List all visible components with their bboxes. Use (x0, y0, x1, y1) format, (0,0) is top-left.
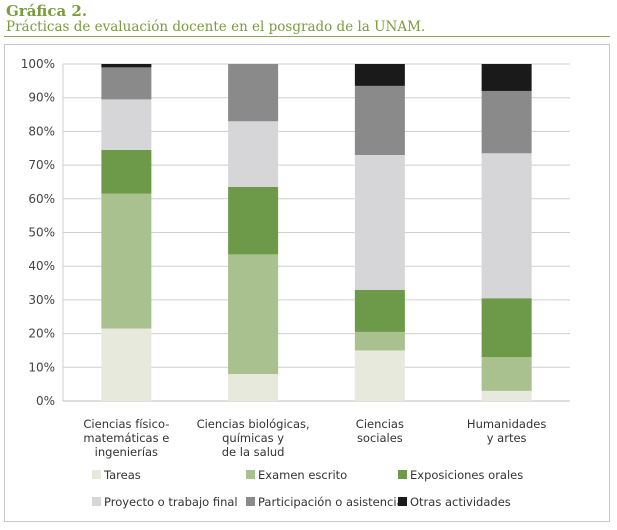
bar-segment (354, 289, 405, 332)
x-tick-label: Humanidades (467, 417, 546, 431)
y-tick-label: 80% (28, 124, 55, 138)
x-tick-label: de la salud (222, 445, 285, 459)
bar-segment (101, 328, 152, 401)
chart-frame (4, 44, 610, 522)
legend-label: Otras actividades (410, 495, 511, 509)
x-tick-label: Ciencias físico- (83, 417, 169, 431)
x-tick-label: sociales (357, 431, 403, 445)
bar-segment (481, 64, 532, 91)
bar-segment (101, 99, 152, 150)
legend-swatch (246, 497, 255, 506)
legend-swatch (398, 497, 407, 506)
legend-swatch (92, 470, 101, 479)
bar-segment (228, 254, 279, 375)
bar-segment (101, 193, 152, 329)
bar-segment (101, 67, 152, 100)
y-tick-label: 30% (28, 293, 55, 307)
bar-segment (481, 298, 532, 358)
y-tick-label: 40% (28, 259, 55, 273)
legend-label: Participación o asistencia (258, 495, 404, 509)
x-tick-label: Ciencias biológicas, (197, 417, 310, 431)
bar-segment (228, 187, 279, 255)
bar-segment (228, 64, 279, 122)
bar-segment (481, 390, 532, 401)
legend-swatch (92, 497, 101, 506)
bar-segment (481, 357, 532, 391)
figure-title: Gráfica 2. (6, 2, 88, 20)
y-tick-label: 100% (21, 57, 55, 71)
bar-segment (228, 121, 279, 188)
bar-segment (354, 331, 405, 351)
x-tick-label: matemáticas e (83, 431, 169, 445)
bar-segment (354, 350, 405, 401)
bar-segment (101, 64, 152, 68)
bar-segment (481, 153, 532, 299)
legend-label: Proyecto o trabajo final (104, 495, 238, 509)
bar-segment (481, 90, 532, 154)
legend-label: Tareas (103, 468, 141, 482)
legend-label: Exposiciones orales (410, 468, 523, 482)
x-tick-label: químicas y (222, 431, 284, 445)
legend-swatch (398, 470, 407, 479)
y-tick-label: 0% (36, 394, 55, 408)
x-tick-label: Ciencias (356, 417, 404, 431)
title-divider (4, 36, 610, 37)
bar-segment (354, 64, 405, 86)
figure-subtitle: Prácticas de evaluación docente en el po… (6, 19, 426, 35)
y-tick-label: 90% (28, 91, 55, 105)
bar-segment (354, 154, 405, 290)
bar-segment (101, 149, 152, 194)
y-tick-label: 50% (28, 226, 55, 240)
y-tick-label: 60% (28, 192, 55, 206)
x-tick-label: ingenierías (95, 445, 158, 459)
figure-header: Gráfica 2. Prácticas de evaluación docen… (6, 3, 425, 35)
y-tick-label: 20% (28, 327, 55, 341)
y-tick-label: 70% (28, 158, 55, 172)
bar-segment (228, 374, 279, 401)
x-tick-label: y artes (487, 431, 527, 445)
y-tick-label: 10% (28, 360, 55, 374)
legend-label: Examen escrito (258, 468, 347, 482)
bar-segment (354, 85, 405, 155)
legend-swatch (246, 470, 255, 479)
